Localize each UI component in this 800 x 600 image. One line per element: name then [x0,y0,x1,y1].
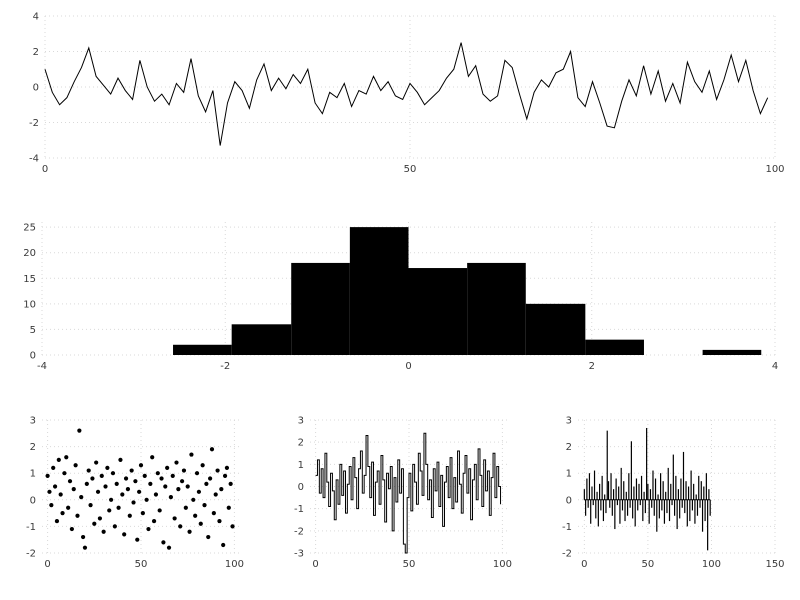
x-tick-label: 100 [702,559,721,570]
y-tick-label: 0 [30,495,36,506]
x-tick-label: 4 [772,361,778,372]
y-tick-label: 3 [566,416,572,427]
y-tick-label: 2 [33,47,39,58]
y-tick-label: 2 [30,442,36,453]
y-tick-label: 10 [23,299,36,310]
y-tick-label: 0 [33,83,39,94]
x-tick-label: 100 [493,559,512,570]
y-tick-label: -2 [562,549,572,560]
x-tick-label: 100 [765,164,784,175]
x-tick-label: 50 [403,559,416,570]
y-tick-label: 3 [298,416,304,427]
y-tick-label: 2 [566,442,572,453]
x-tick-label: 50 [135,559,148,570]
x-tick-label: 0 [312,559,318,570]
x-tick-label: 50 [642,559,655,570]
step-plot: 0 50 100 -3 -2 -1 0 1 2 3 [294,416,512,571]
y-tick-label: 3 [30,416,36,427]
x-tick-label: 150 [765,559,784,570]
x-tick-label: 2 [589,361,595,372]
x-tick-label: 0 [44,559,50,570]
y-tick-label: 25 [23,223,36,234]
y-tick-label: -2 [294,526,304,537]
y-tick-label: 1 [30,469,36,480]
y-tick-label: -1 [562,522,572,533]
y-tick-label: 5 [30,325,36,336]
scatter-plot: 0 50 100 -2 -1 0 1 2 3 [26,416,244,571]
x-tick-label: 0 [581,559,587,570]
y-tick-label: 0 [298,482,304,493]
line-plot: 0 50 100 -4 -2 0 2 4 [29,12,785,176]
y-tick-label: 1 [566,469,572,480]
y-tick-label: 15 [23,274,36,285]
y-tick-label: -1 [294,504,304,515]
y-tick-label: -3 [294,549,304,560]
stem-plot: 0 50 100 150 -2 -1 0 1 2 3 [562,416,785,571]
y-tick-label: -4 [29,154,39,165]
y-tick-label: 2 [298,438,304,449]
y-tick-label: -1 [26,522,36,533]
y-tick-label: -2 [29,118,39,129]
y-tick-label: 0 [30,351,36,362]
y-tick-label: 1 [298,460,304,471]
x-tick-label: 0 [405,361,411,372]
x-tick-label: -4 [37,361,47,372]
x-tick-label: -2 [220,361,230,372]
x-tick-label: 50 [404,164,417,175]
histogram: -4 -2 0 2 4 0 5 10 15 20 25 [23,222,778,372]
y-tick-label: 4 [33,12,39,23]
x-tick-label: 100 [225,559,244,570]
y-tick-label: -2 [26,549,36,560]
y-tick-label: 20 [23,248,36,259]
x-tick-label: 0 [42,164,48,175]
y-tick-label: 0 [566,495,572,506]
